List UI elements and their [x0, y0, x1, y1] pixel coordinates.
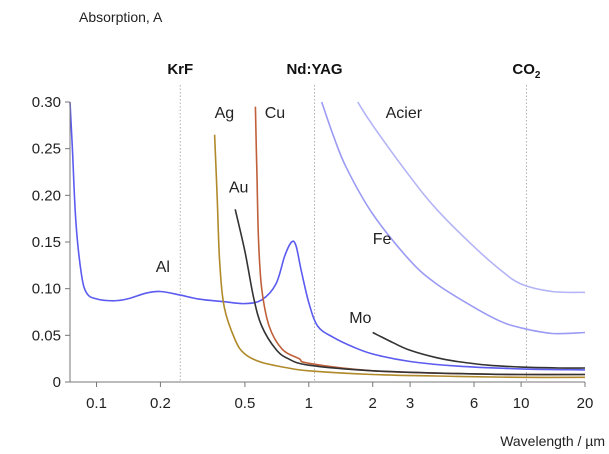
x-tick-label: 0.2 — [150, 395, 171, 412]
x-tick-label: 3 — [406, 395, 414, 412]
y-tick-label: 0.30 — [32, 94, 61, 111]
series-lines — [69, 101, 586, 379]
x-tick-label: 0.5 — [234, 395, 255, 412]
laser-lines — [179, 85, 527, 382]
x-tick-label: 6 — [470, 395, 478, 412]
laser-label-nd-yag: Nd:YAG — [286, 61, 342, 78]
series-line-acier — [357, 101, 586, 294]
y-tick-label: 0.10 — [32, 281, 61, 298]
x-tick-label: 10 — [513, 395, 530, 412]
y-ticks: 0 0.05 0.10 0.15 0.20 0.25 0.30 — [32, 94, 70, 391]
series-label-mo: Mo — [349, 310, 371, 327]
series-label-acier: Acier — [386, 105, 423, 122]
series-label-al: Al — [156, 259, 170, 276]
series-line-au — [234, 209, 586, 376]
x-tick-label: 0.1 — [86, 395, 107, 412]
series-label-ag: Ag — [215, 105, 235, 122]
series-line-ag — [213, 134, 586, 379]
x-tick-label: 20 — [577, 395, 594, 412]
y-tick-label: 0 — [53, 374, 61, 391]
series-label-cu: Cu — [265, 105, 285, 122]
series-line-cu — [254, 106, 586, 376]
series-labels: Al Ag Cu Au Mo Fe Acier — [156, 105, 423, 327]
series-line-mo — [372, 331, 586, 369]
y-axis-title: Absorption, A — [79, 9, 163, 25]
y-tick-label: 0.15 — [32, 234, 61, 251]
series-line-fe — [320, 101, 586, 335]
y-tick-label: 0.25 — [32, 141, 61, 158]
series-label-au: Au — [229, 180, 249, 197]
laser-labels: KrF Nd:YAG CO2 — [167, 61, 541, 81]
x-tick-label: 2 — [369, 395, 377, 412]
y-tick-label: 0.20 — [32, 187, 61, 204]
series-label-fe: Fe — [373, 231, 392, 248]
x-tick-label: 1 — [305, 395, 313, 412]
laser-label-krf: KrF — [167, 61, 193, 78]
y-tick-label: 0.05 — [32, 327, 61, 344]
x-axis-title: Wavelength / µm — [500, 433, 605, 449]
x-ticks: 0.1 0.2 0.5 1 2 3 6 10 20 — [86, 382, 593, 412]
series-line-al — [69, 101, 586, 371]
laser-label-co: CO2 — [512, 61, 541, 81]
